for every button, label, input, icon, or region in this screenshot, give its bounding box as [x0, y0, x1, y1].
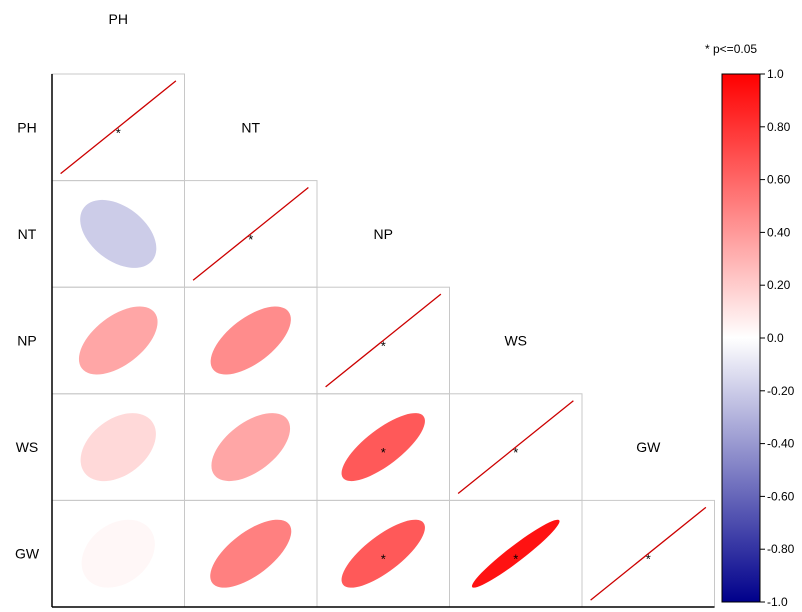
ellipse-NT-PH [80, 199, 157, 268]
ellipse-WS-PH [80, 413, 156, 482]
significance-marker-NP-NP: * [381, 339, 386, 354]
colorbar-gradient [721, 73, 761, 603]
diagonal-line-NP [325, 293, 442, 388]
colorbar-tick-label: 0.0 [767, 331, 784, 345]
column-label-GW: GW [636, 439, 661, 455]
column-label-WS: WS [504, 333, 527, 349]
ellipse-NP-NT [210, 306, 291, 375]
column-label-PH: PH [109, 11, 128, 27]
significance-marker-WS-WS: * [513, 445, 518, 460]
significance-marker-WS-NP: * [381, 445, 386, 460]
ellipse-GW-PH [81, 519, 155, 588]
row-label-GW: GW [15, 546, 40, 562]
colorbar-tick-label: 0.80 [767, 120, 791, 134]
correlation-cells: * * * * * * * * [51, 73, 715, 608]
axes [51, 74, 715, 608]
colorbar-tick-label: 0.60 [767, 173, 791, 187]
colorbar-tick-label: -0.20 [767, 384, 795, 398]
legend-note: * p<=0.05 [705, 42, 757, 56]
colorbar-tick-label: -0.40 [767, 437, 795, 451]
colorbar: * p<=0.05 1.0 0.80 0.60 0.40 0.20 0.0 -0.20 -0.… [705, 42, 795, 609]
row-label-WS: WS [16, 439, 39, 455]
diagonal-line-NT [192, 187, 309, 281]
significance-marker-GW-GW: * [646, 552, 651, 567]
significance-marker-GW-NP: * [381, 552, 386, 567]
ellipse-WS-NP [341, 413, 425, 482]
ellipse-GW-NT [210, 519, 292, 588]
ellipse-GW-WS [471, 519, 560, 588]
row-label-NT: NT [18, 226, 37, 242]
ellipse-NP-PH [78, 306, 158, 375]
colorbar-tick-label: 0.40 [767, 225, 791, 239]
column-label-NT: NT [241, 119, 260, 135]
ellipse-GW-NP [341, 519, 425, 588]
significance-marker-NT-NT: * [248, 232, 253, 247]
significance-marker-PH-PH: * [116, 125, 121, 140]
row-label-NP: NP [17, 333, 36, 349]
colorbar-tick-label: 1.0 [767, 67, 784, 81]
row-label-PH: PH [17, 119, 36, 135]
diagonal-line-PH [60, 80, 177, 175]
colorbar-tick-label: -1.0 [767, 595, 788, 609]
diagonal-line-WS [457, 400, 574, 494]
ellipse-WS-NT [211, 413, 291, 482]
colorbar-tick-label: 0.20 [767, 278, 791, 292]
significance-marker-GW-WS: * [513, 552, 518, 567]
column-label-NP: NP [374, 226, 393, 242]
colorbar-tick-label: -0.80 [767, 542, 795, 556]
diagonal-line-GW [590, 506, 707, 601]
variable-labels: PH PH NT NT NP NP WS WS GW GW [15, 11, 661, 562]
colorbar-tick-label: -0.60 [767, 489, 795, 503]
